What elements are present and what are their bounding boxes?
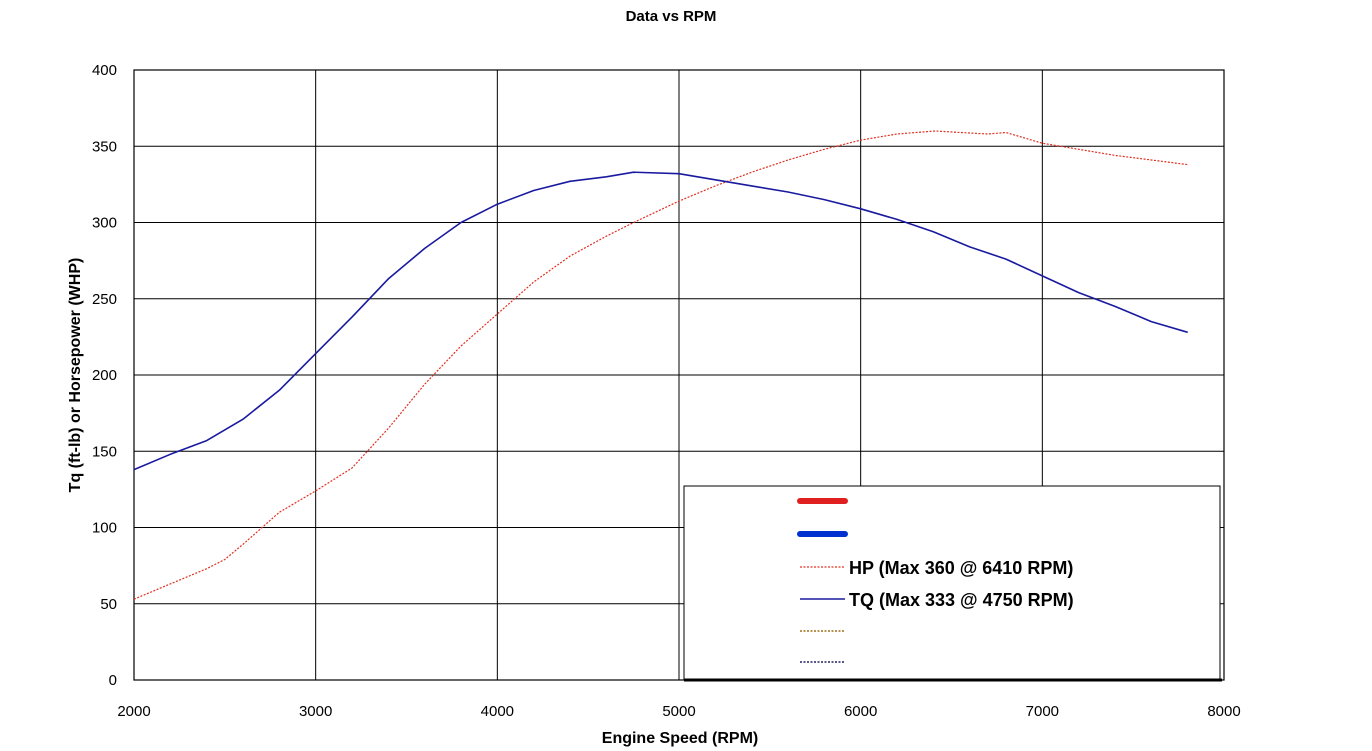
y-tick-label: 0 [109,672,117,689]
y-tick-label: 50 [100,596,117,613]
series-lines [133,130,1188,600]
grid-lines [133,69,1225,681]
x-tick-label: 5000 [662,703,695,720]
y-tick-label: 100 [92,520,117,537]
y-axis-label: Tq (ft-lb) or Horsepower (WHP) [67,258,84,493]
chart-title: Data vs RPM [626,8,717,25]
legend-box [683,485,1221,681]
x-axis-label: Engine Speed (RPM) [602,730,758,747]
x-tick-label: 4000 [481,703,514,720]
y-tick-label: 300 [92,215,117,232]
legend-label-hp: HP (Max 360 @ 6410 RPM) [849,558,1073,578]
legend-label-tq: TQ (Max 333 @ 4750 RPM) [849,590,1074,610]
legend: HP (Max 360 @ 6410 RPM) TQ (Max 333 @ 475… [683,485,1222,682]
x-tick-label: 8000 [1207,703,1240,720]
x-tick-label: 2000 [117,703,150,720]
y-tick-label: 400 [92,62,117,79]
x-tick-label: 6000 [844,703,877,720]
series-line-hp [133,130,1188,600]
y-tick-label: 200 [92,367,117,384]
plot-area-border [133,69,1225,681]
x-tick-label: 3000 [299,703,332,720]
series-line-tq [133,171,1188,471]
x-tick-label: 7000 [1026,703,1059,720]
y-tick-label: 350 [92,138,117,155]
y-tick-label: 150 [92,443,117,460]
x-tick-labels: 2000 3000 4000 5000 6000 7000 8000 [117,703,1240,720]
y-tick-label: 250 [92,291,117,308]
y-tick-labels: 0 50 100 150 200 250 300 350 400 [92,62,117,689]
